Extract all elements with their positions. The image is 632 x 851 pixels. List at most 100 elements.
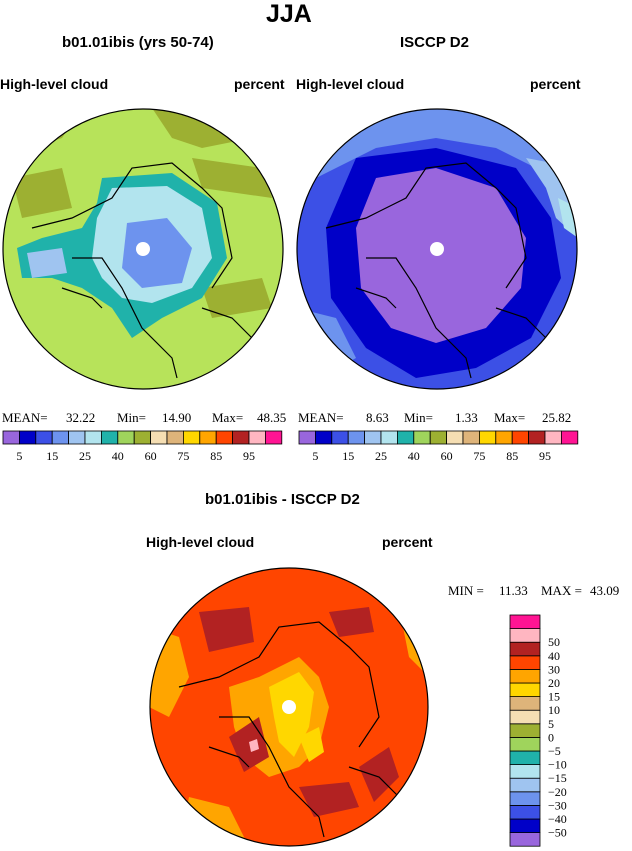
panel-left-title: b01.01ibis (yrs 50-74) — [62, 34, 214, 51]
field-band-darkred — [229, 717, 269, 772]
colorbar-tick-label: 0 — [548, 730, 554, 744]
min-value: 1.33 — [455, 410, 478, 425]
field-band-olive — [12, 168, 72, 218]
field-band-blue — [122, 218, 192, 288]
colorbar-tick-label: 15 — [548, 690, 560, 704]
colorbar-tick-label: 60 — [145, 449, 157, 463]
map-boundary — [149, 567, 429, 847]
map-left — [2, 108, 284, 390]
colorbar-tick-label: −40 — [548, 812, 567, 826]
colorbar-tick-label: 25 — [79, 449, 91, 463]
colorbar-box — [35, 430, 53, 445]
panel-right-field-label: High-level cloud — [296, 76, 405, 92]
panel-right-title: ISCCP D2 — [400, 34, 469, 51]
panel-diff-field-label: High-level cloud — [146, 534, 255, 550]
page-title: JJA — [266, 0, 312, 28]
colorbar-box — [560, 430, 579, 445]
coastline — [31, 162, 253, 379]
colorbar-box — [446, 430, 464, 445]
map-right — [296, 108, 578, 390]
colorbar-box — [331, 430, 349, 445]
colorbar-box — [509, 777, 541, 793]
coastline — [325, 162, 547, 379]
colorbar-box — [101, 430, 119, 445]
colorbar-box — [232, 430, 250, 445]
min-label: Min= — [404, 410, 434, 425]
colorbar-box — [68, 430, 86, 445]
colorbar-tick-label: 40 — [548, 649, 560, 663]
panel-right-units-label: percent — [530, 76, 581, 92]
colorbar-tick-label: −10 — [548, 758, 567, 772]
colorbar-box — [511, 430, 529, 445]
colorbar-box — [215, 430, 233, 445]
field-band-olive — [202, 278, 272, 318]
colorbar-box — [380, 430, 398, 445]
colorbar-box — [509, 669, 541, 684]
colorbar-tick-label: 75 — [473, 449, 485, 463]
colorbar-box — [509, 764, 541, 779]
colorbar-tick-label: 5 — [16, 449, 22, 463]
map-diff — [149, 567, 429, 847]
colorbar-tick-label: −50 — [548, 826, 567, 840]
max-value: 43.09 — [590, 583, 620, 598]
colorbar-tick-label: 60 — [441, 449, 453, 463]
colorbar-box — [509, 614, 541, 630]
colorbar-box — [509, 682, 541, 698]
colorbar-box — [166, 430, 184, 445]
field-band-darkred — [329, 607, 374, 637]
colorbar-box — [495, 430, 513, 445]
colorbar-box — [199, 430, 217, 445]
colorbar-box — [544, 430, 562, 445]
field-band-pink — [249, 739, 259, 752]
colorbar-box — [509, 750, 541, 766]
pole-marker — [282, 700, 296, 714]
field-band-darkred — [199, 607, 254, 652]
colorbar-box — [462, 430, 480, 445]
min-value: 14.90 — [162, 410, 192, 425]
colorbar-box — [51, 430, 70, 445]
map-boundary — [296, 108, 578, 390]
min-value: 11.33 — [499, 583, 528, 598]
mean-value: 8.63 — [366, 410, 389, 425]
colorbar-tick-label: 25 — [375, 449, 387, 463]
colorbar-box — [509, 723, 541, 738]
colorbar-box — [509, 709, 541, 725]
field-band-darkred — [359, 747, 399, 802]
colorbar-box — [528, 430, 546, 445]
colorbar-tick-label: 5 — [548, 717, 554, 731]
colorbar-tick-label: 5 — [312, 449, 318, 463]
pole-marker — [430, 242, 444, 256]
mean-label: MEAN= — [2, 410, 48, 425]
colorbar-box — [509, 641, 541, 657]
colorbar-box — [248, 430, 266, 445]
coastline — [178, 621, 400, 838]
field-band-purple — [356, 168, 526, 343]
colorbar-tick-label: 50 — [548, 635, 560, 649]
map-boundary — [2, 108, 284, 390]
max-value: 25.82 — [542, 410, 572, 425]
field-band-olive — [192, 158, 272, 198]
colorbar-tick-label: 75 — [177, 449, 189, 463]
colorbar-box — [509, 696, 541, 711]
mean-value: 32.22 — [66, 410, 96, 425]
colorbar-tick-label: 20 — [548, 676, 560, 690]
colorbar-tick-label: 40 — [408, 449, 420, 463]
colorbar-box — [314, 430, 333, 445]
colorbar-left: 5 15 25 40 60 75 85 95 — [2, 430, 283, 463]
colorbar-box — [478, 430, 497, 445]
colorbar-tick-label: −15 — [548, 771, 567, 785]
max-label: Max= — [494, 410, 526, 425]
colorbar-box — [117, 430, 135, 445]
max-label: MAX = — [541, 583, 582, 598]
min-label: MIN = — [448, 583, 484, 598]
colorbar-box — [364, 430, 382, 445]
colorbar-box — [509, 791, 541, 806]
min-label: Min= — [117, 410, 147, 425]
colorbar-box — [429, 430, 447, 445]
colorbar-box — [347, 430, 366, 445]
colorbar-box — [397, 430, 415, 445]
colorbar-tick-label: 40 — [112, 449, 124, 463]
panel-diff-units-label: percent — [382, 534, 433, 550]
